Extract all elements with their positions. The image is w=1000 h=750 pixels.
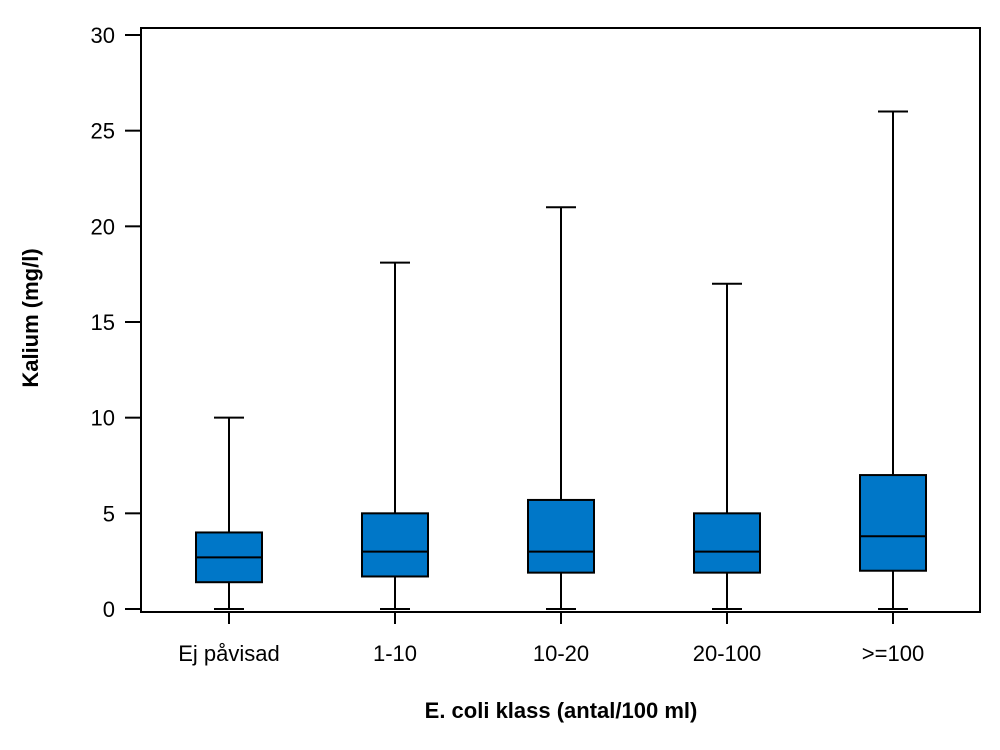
y-axis-title: Kalium (mg/l) [18, 248, 43, 387]
box-group [527, 206, 595, 610]
box-group [361, 261, 429, 610]
y-tick-label: 0 [103, 597, 115, 622]
y-tick-label: 5 [103, 501, 115, 526]
y-tick-label: 20 [91, 214, 115, 239]
y-tick-label: 15 [91, 310, 115, 335]
box-group [859, 110, 927, 610]
y-tick-label: 25 [91, 119, 115, 144]
box-group [693, 282, 761, 610]
box-group [195, 416, 263, 610]
x-tick-label: 20-100 [693, 641, 762, 666]
y-tick-label: 30 [91, 23, 115, 48]
box-iqr [859, 474, 927, 572]
box-iqr [527, 498, 595, 574]
box-iqr [361, 512, 429, 578]
box-series [195, 110, 927, 610]
box-iqr [693, 512, 761, 574]
y-axis: 0 5 10 15 20 25 30 [91, 23, 141, 622]
x-axis: Ej påvisad 1-10 10-20 20-100 >=100 [178, 612, 924, 666]
y-tick-label: 10 [91, 406, 115, 431]
x-tick-label: 10-20 [533, 641, 589, 666]
x-axis-title: E. coli klass (antal/100 ml) [425, 698, 698, 723]
x-tick-label: 1-10 [373, 641, 417, 666]
x-tick-label: Ej påvisad [178, 641, 280, 666]
x-tick-label: >=100 [862, 641, 924, 666]
